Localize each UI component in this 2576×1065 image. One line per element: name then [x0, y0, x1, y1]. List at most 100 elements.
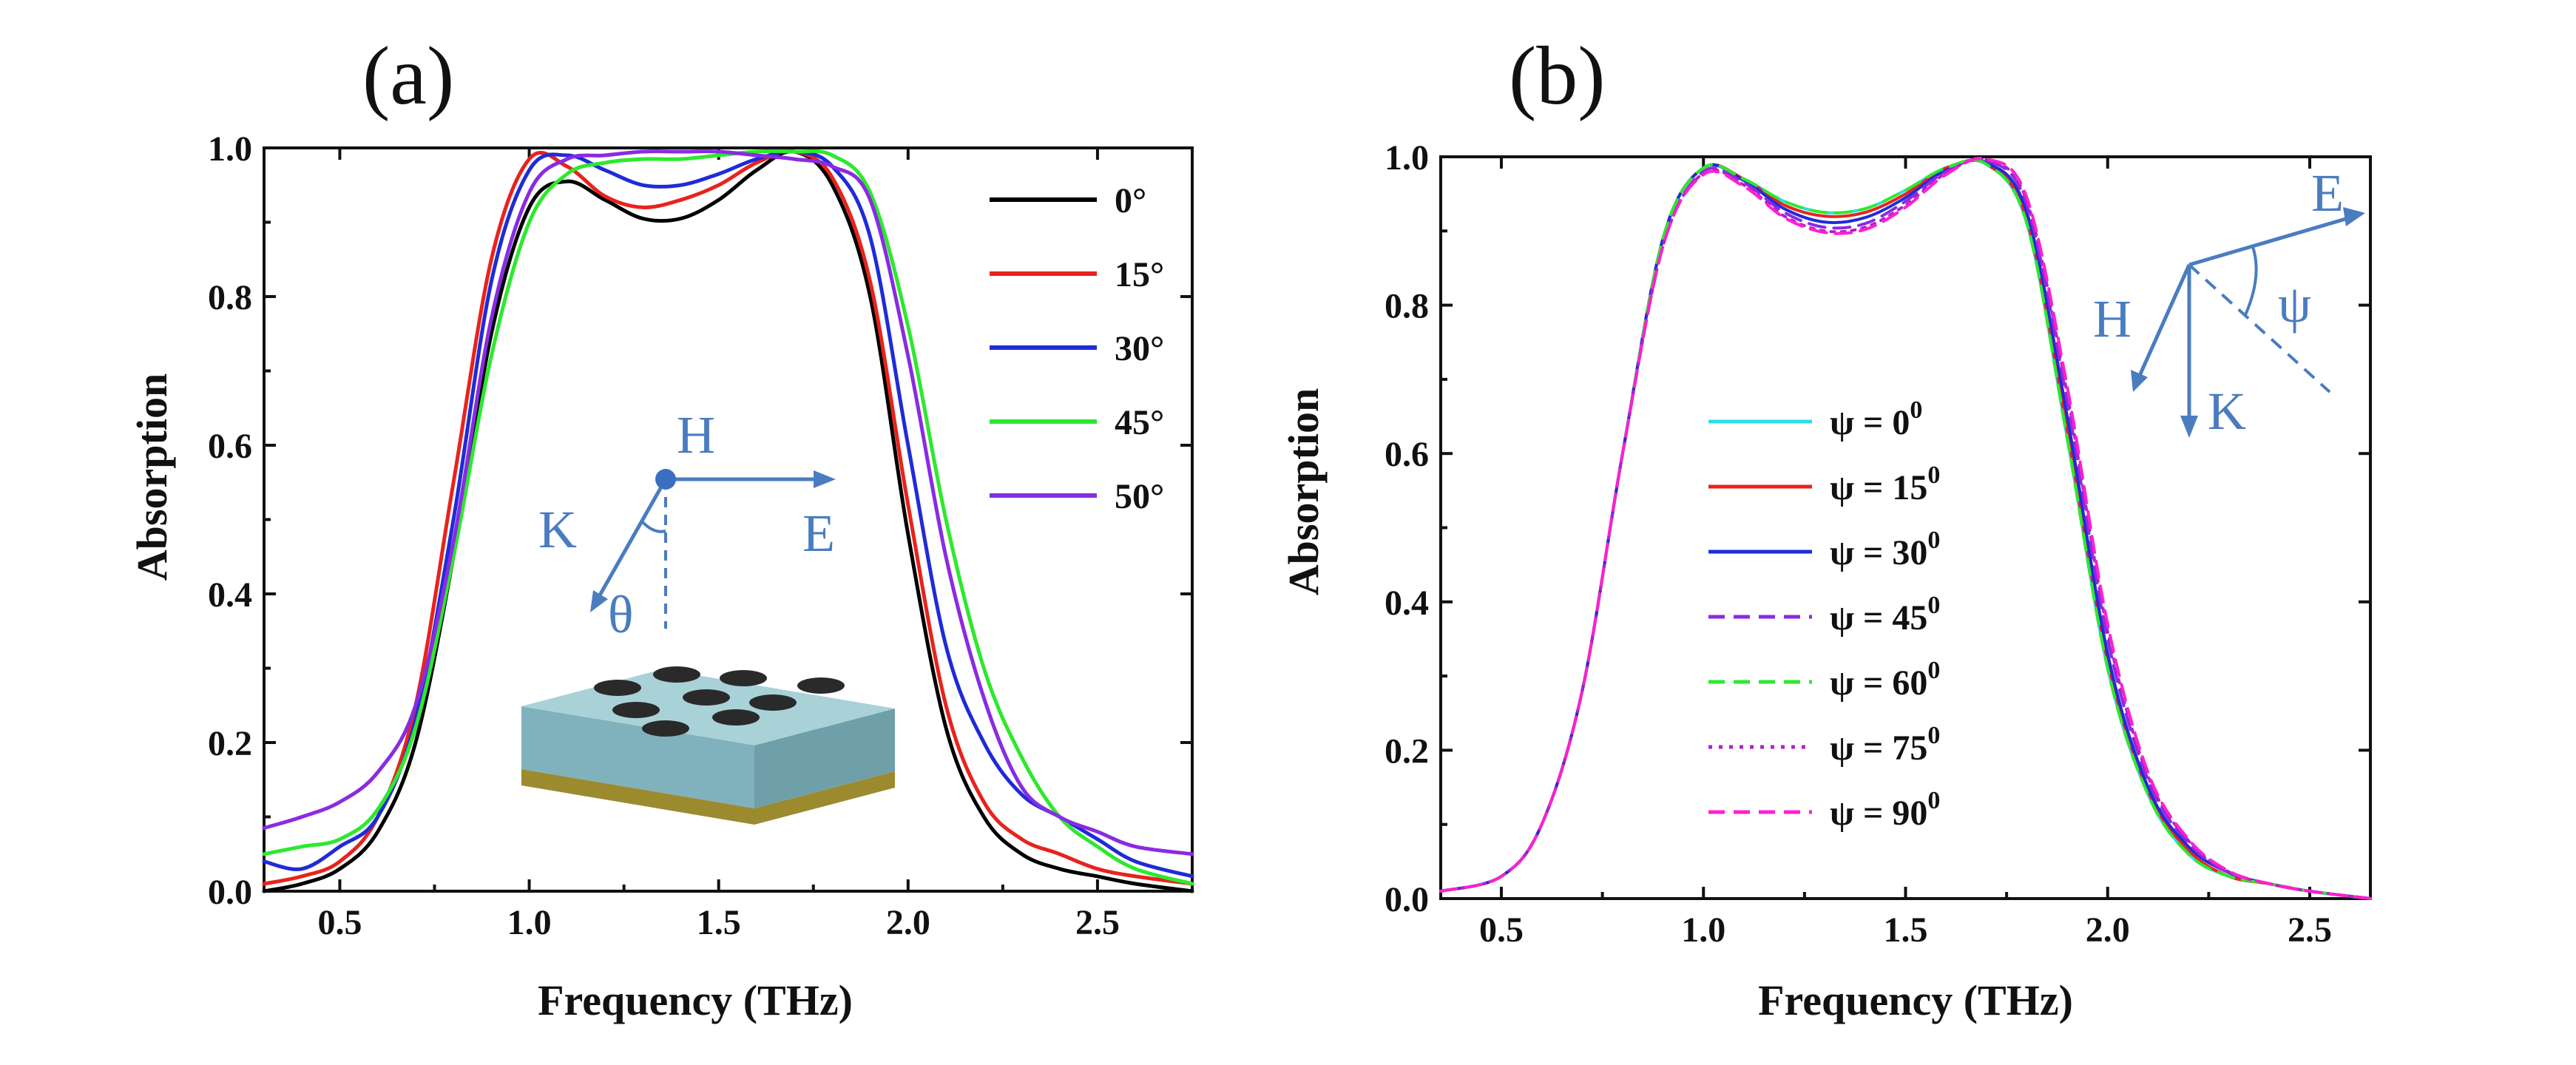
inset-b-k-label: K: [2208, 382, 2246, 441]
legend-label-text: ψ = 75: [1830, 728, 1927, 768]
series-line: [262, 149, 1194, 856]
panel-a: (a) Absorption Frequency (THz) 0.5 1.0 1.5…: [128, 30, 1194, 1024]
h-arrowhead-b-icon: [2131, 370, 2148, 392]
y-tick-label: 0.4: [208, 575, 252, 615]
panel-b: (b) Absorption Frequency (THz) 0.5 1.0 1.5…: [1279, 30, 2372, 1024]
legend-label: ψ = 900: [1830, 787, 1940, 833]
inset-a-theta-label: θ: [608, 585, 634, 644]
legend-label: ψ = 600: [1830, 657, 1940, 703]
y-tick-label: 0.2: [208, 724, 252, 763]
k-arrowhead-icon: [590, 590, 608, 612]
inset-b-e-label: E: [2311, 163, 2344, 223]
k-arrowhead-b-icon: [2180, 416, 2198, 438]
legend-label-text: 45°: [1115, 403, 1164, 442]
legend-label-text: ψ = 45: [1830, 598, 1927, 638]
panel-b-series: [1439, 156, 2372, 900]
h-dot-icon: [655, 469, 676, 490]
legend-label-text: 15°: [1115, 255, 1164, 294]
panel-b-inset-diagram: E ψ H K: [2093, 163, 2365, 441]
legend-label-text: ψ = 15: [1830, 468, 1927, 507]
series-line: [262, 149, 1194, 886]
h-arrow-b: [2137, 263, 2191, 379]
psi-ref-line: [2188, 263, 2331, 393]
legend-label-text: 50°: [1115, 477, 1164, 516]
x-tick-label: 2.0: [2086, 910, 2130, 950]
legend-label-sup: 0: [1927, 787, 1940, 814]
inset-b-h-label: H: [2093, 289, 2132, 348]
series-line: [1439, 158, 2372, 900]
legend-label-sup: 0: [1927, 657, 1940, 684]
x-tick-label: 2.0: [886, 903, 930, 942]
k-arrow: [595, 478, 668, 601]
legend-label-sup: 0: [1927, 592, 1940, 619]
x-tick-label: 0.5: [1479, 910, 1524, 950]
y-tick-label: 0.6: [1385, 435, 1429, 474]
y-tick-label: 1.0: [1385, 138, 1429, 178]
series-line: [262, 149, 1194, 886]
legend-label-sup: 0: [1927, 527, 1940, 554]
x-tick-label: 1.5: [697, 903, 741, 942]
panel-a-axes: 0.5 1.0 1.5 2.0 2.5 0.0 0.2 0.4 0.6 0.8 1.0: [208, 129, 1194, 942]
series-line: [262, 149, 1194, 893]
y-tick-label: 0.8: [208, 278, 252, 317]
legend-label-text: ψ = 60: [1830, 663, 1927, 703]
legend-label-text: ψ = 30: [1830, 533, 1927, 572]
legend-label-sup: 0: [1927, 462, 1940, 489]
legend-label: 30°: [1115, 329, 1164, 368]
legend-label: ψ = 300: [1830, 527, 1940, 572]
panel-a-ylabel: Absorption: [128, 373, 176, 581]
panel-b-ylabel: Absorption: [1279, 388, 1328, 595]
panel-a-xlabel: Frequency (THz): [538, 976, 853, 1024]
legend-label: ψ = 150: [1830, 462, 1940, 507]
x-tick-label: 0.5: [317, 903, 362, 942]
panel-b-xlabel: Frequency (THz): [1758, 976, 2073, 1024]
theta-arc: [640, 520, 666, 533]
inset-a-k-label: K: [538, 500, 577, 559]
legend-label: ψ = 750: [1830, 722, 1940, 768]
x-tick-label: 1.0: [1681, 910, 1725, 950]
e-arrow-b: [2188, 216, 2349, 267]
y-tick-label: 0.2: [1385, 731, 1429, 771]
x-tick-label: 2.5: [2288, 910, 2332, 950]
y-tick-label: 0.8: [1385, 287, 1429, 326]
legend-label: 15°: [1115, 255, 1164, 294]
legend-label: 45°: [1115, 403, 1164, 442]
plot-frame: [1439, 155, 2372, 900]
legend-label: ψ = 00: [1830, 396, 1922, 442]
panel-b-label: (b): [1509, 30, 1606, 122]
legend-label: ψ = 450: [1830, 592, 1940, 638]
series-line: [1439, 157, 2372, 900]
legend-label: 0°: [1115, 181, 1146, 220]
y-tick-label: 0.4: [1385, 584, 1429, 623]
series-line: [1439, 157, 2372, 900]
series-line: [1439, 158, 2372, 900]
panel-a-series: [262, 149, 1194, 893]
series-line: [1439, 158, 2372, 900]
legend-label-text: ψ = 0: [1830, 403, 1910, 442]
y-tick-label: 0.0: [208, 873, 252, 912]
inset-a-e-label: E: [802, 504, 835, 563]
legend-label-sup: 0: [1927, 722, 1940, 749]
inset-a-h-label: H: [677, 405, 715, 464]
e-arrowhead-b-icon: [2343, 207, 2365, 226]
legend-label-text: 30°: [1115, 329, 1164, 368]
metamaterial-slab-icon: [521, 666, 895, 825]
y-tick-label: 0.6: [208, 427, 252, 466]
legend-label-sup: 0: [1910, 396, 1922, 424]
x-tick-label: 1.5: [1884, 910, 1928, 950]
panel-a-label: (a): [362, 30, 454, 122]
panel-a-inset-diagram: H E K θ: [538, 405, 836, 644]
x-tick-label: 1.0: [507, 903, 552, 942]
series-line: [1439, 156, 2372, 900]
series-line: [1439, 158, 2372, 900]
e-arrowhead-icon: [814, 470, 836, 488]
y-tick-label: 0.0: [1385, 880, 1429, 919]
x-tick-label: 2.5: [1075, 903, 1120, 942]
legend-label: 50°: [1115, 477, 1164, 516]
y-tick-label: 1.0: [208, 129, 252, 169]
panel-a-legend: 0° 15° 30° 45° 50°: [990, 181, 1164, 516]
legend-label-text: ψ = 90: [1830, 794, 1927, 833]
psi-arc: [2243, 244, 2258, 317]
